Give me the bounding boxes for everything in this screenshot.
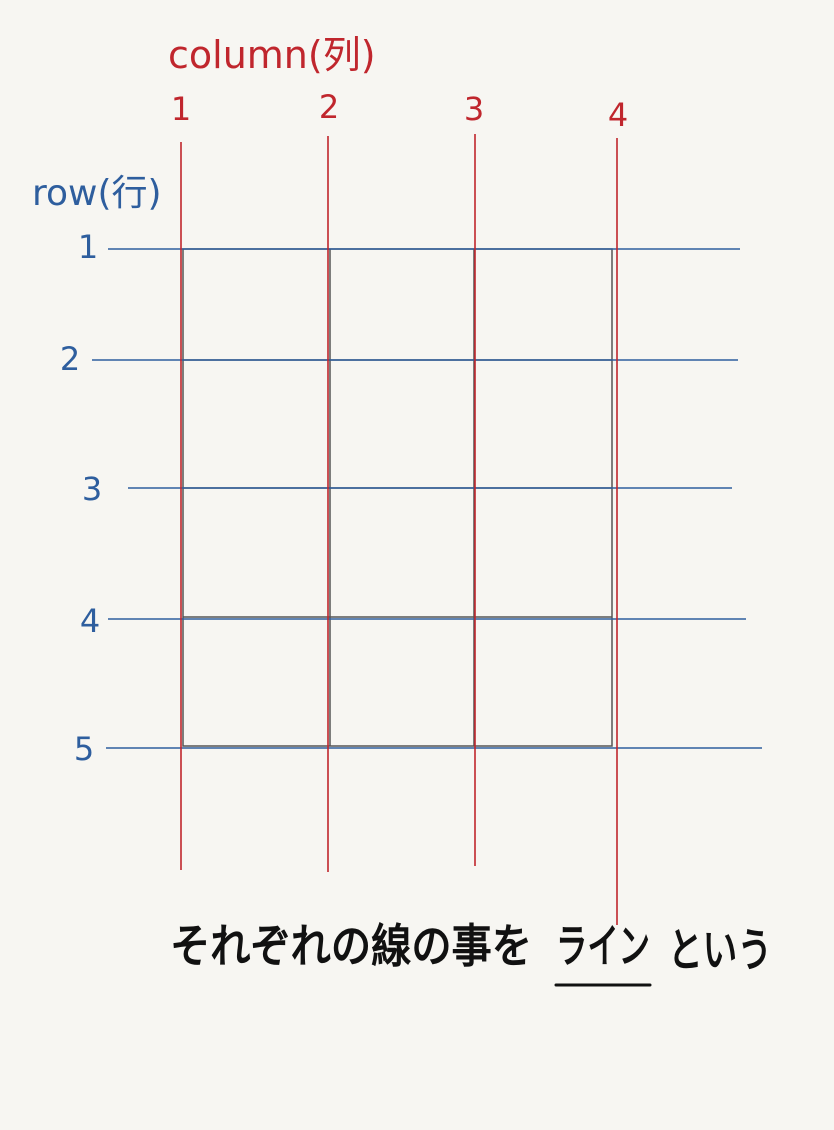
row-number-1: 1 [78,228,98,266]
row-title: row(行) [32,173,162,214]
row-number-4: 4 [80,602,100,640]
column-number-3: 3 [464,90,484,128]
column-number-4: 4 [608,96,628,134]
row-number-3: 3 [82,470,102,508]
column-number-2: 2 [319,88,339,126]
caption-after: という [668,923,772,977]
column-title: column(列) [168,33,376,77]
row-number-2: 2 [60,340,80,378]
grid-outer-border [182,248,613,747]
caption-before: それぞれの線の事を [170,919,532,973]
caption-highlight: ライン [556,919,650,973]
column-number-1: 1 [171,90,191,128]
row-number-5: 5 [74,730,94,768]
grid-cells [182,248,613,747]
